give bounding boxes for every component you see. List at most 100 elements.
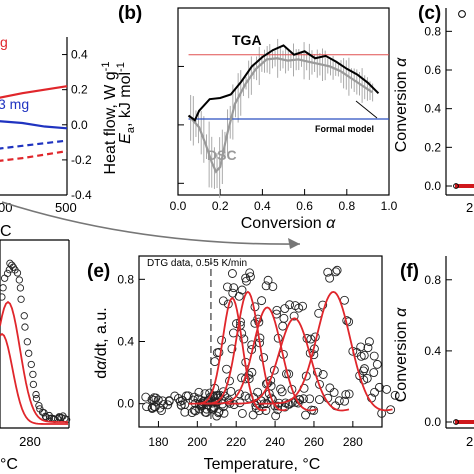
panel-e-point [229, 283, 239, 293]
panel-b-frame [177, 7, 390, 196]
panel-e-point [227, 344, 237, 354]
panel-e-point [227, 269, 237, 278]
panel-e-point [239, 334, 249, 344]
panel-f-ticks: 0.0 0.4 0.8 [424, 273, 452, 429]
panel-e-point [175, 396, 185, 406]
panel-e-point [263, 275, 273, 285]
panel-e-x-tick-label: 220 [226, 435, 246, 449]
panel-e-ylabel: dα/dt, a.u. [93, 307, 110, 378]
panel-e-point [305, 394, 315, 404]
panel-d-point [13, 269, 22, 277]
panel-e-point [222, 364, 232, 374]
connector-arrow-head [288, 238, 300, 249]
panel-c-point [453, 183, 459, 189]
panel-e-point [344, 317, 354, 327]
panel-e-point [222, 282, 232, 292]
panel-c-ylabel-sym: α [393, 57, 410, 67]
panel-e-point [359, 366, 368, 376]
panel-d-point [15, 276, 23, 284]
panel-d-x-tick: 280 [19, 434, 41, 449]
panel-a: 0.4 0.2 0.0 -0.2 -0.4 g 3 mg 00 500 C Heat f… [0, 34, 119, 240]
panel-e-point [247, 340, 257, 350]
panel-e-annotation: DTG data, 0.5-5 K/min [147, 258, 247, 269]
panel-f-ylabel: Conversion α [393, 307, 410, 402]
panel-d-point [29, 380, 38, 389]
panel-d-point [0, 293, 6, 301]
panel-e-point [247, 367, 257, 377]
panel-a-series-line-3 [0, 139, 68, 150]
panel-e-point [219, 408, 229, 418]
panel-c-y-tick-label: 0.8 [424, 24, 441, 38]
panel-e-point [156, 406, 166, 416]
panel-e-point [237, 285, 247, 295]
panel-f-points [453, 419, 474, 425]
panel-e-point [369, 351, 379, 361]
panel-e-point [163, 400, 173, 410]
panel-b-ylabel-sub: a [125, 126, 137, 133]
panel-e-y-tick-label: 0.4 [117, 335, 134, 349]
panel-e-point [332, 265, 342, 275]
panel-e-point [372, 359, 382, 369]
panel-e-point [325, 383, 335, 393]
panel-b-x-tick-label: 0.8 [338, 199, 355, 213]
panel-e-point [195, 404, 205, 414]
panel-e-ticks: 0.0 0.4 0.8 180 200 220 240 260 280 [117, 272, 363, 449]
panel-c: (c) 0.0 0.2 0.4 0.6 0.8 2 Conversion α [393, 3, 474, 215]
panel-e-point [266, 393, 276, 403]
panel-d-point [0, 284, 7, 292]
panel-c-ticks: 0.0 0.2 0.4 0.6 0.8 [424, 24, 452, 193]
panel-c-point-cluster [455, 184, 474, 188]
panel-a-right-tick-label: -0.2 [71, 153, 92, 167]
panel-a-right-tick-label: 0.2 [71, 83, 88, 97]
panel-e-point [331, 267, 341, 277]
panel-e-point [181, 391, 191, 401]
panel-b-ticks: 0.0 0.2 0.4 0.6 0.8 1.0 [170, 7, 398, 213]
panel-e-point [218, 296, 228, 306]
panel-e-fit-curves [188, 290, 393, 412]
panel-e-label: (e) [87, 261, 110, 282]
panel-e-y-tick-label: 0.8 [117, 272, 134, 286]
panel-e-point [245, 272, 255, 282]
panel-e-point [364, 337, 374, 347]
panel-d: 280 °C [0, 239, 71, 473]
panel-e-point [141, 392, 151, 402]
panel-d-point [27, 360, 35, 369]
panel-a-x-tick-2: 500 [55, 200, 77, 215]
panel-c-y-tick-label: 0.6 [424, 63, 441, 77]
panel-e-point [329, 388, 339, 397]
panel-e-point [341, 390, 351, 399]
panel-b-xlabel-main: Conversion [241, 215, 326, 232]
panel-b-formal-label: Formal model [315, 124, 374, 134]
panel-e-point [390, 390, 400, 400]
panel-e-point [277, 387, 287, 397]
panel-e-point [279, 313, 289, 323]
panel-f-point-cluster [455, 420, 474, 424]
panel-d-point [32, 394, 41, 403]
panel-f-label: (f) [400, 261, 419, 282]
panel-e-point [382, 384, 392, 394]
panel-e-point [356, 342, 366, 352]
panel-b-x-tick-label: 0.4 [254, 199, 271, 213]
panel-e-point [155, 403, 165, 413]
panel-e-point [229, 400, 239, 410]
panel-e-point [334, 396, 344, 406]
panel-b-x-tick-label: 0.6 [296, 199, 313, 213]
panel-c-ylabel: Conversion α [393, 57, 410, 152]
panel-e: (e) 0.0 0.4 0.8 180 200 220 240 260 280 DTG data… [87, 255, 400, 473]
panel-d-point [35, 402, 43, 410]
panel-e-x-tick-label: 200 [187, 435, 207, 449]
panel-e-point [147, 403, 157, 413]
panel-e-point [226, 387, 236, 396]
panel-b-xlabel: Conversion α [241, 215, 336, 232]
panel-e-point [359, 350, 369, 360]
panel-f-y-tick-label: 0.4 [424, 344, 441, 358]
panel-b-ylabel-exp: -1 [115, 62, 127, 72]
panel-b-tga-label: TGA [232, 32, 262, 48]
panel-c-point [458, 10, 466, 18]
panel-b: (b) 0.0 0.2 0.4 0.6 0.8 1.0 TGA DSC Formal mo… [115, 3, 398, 232]
panel-d-fit-curve [0, 332, 68, 425]
panel-e-point [289, 311, 299, 321]
panel-e-point [176, 400, 186, 410]
panel-a-right-tick-label: 0.0 [71, 118, 88, 132]
panel-e-point [210, 357, 220, 367]
